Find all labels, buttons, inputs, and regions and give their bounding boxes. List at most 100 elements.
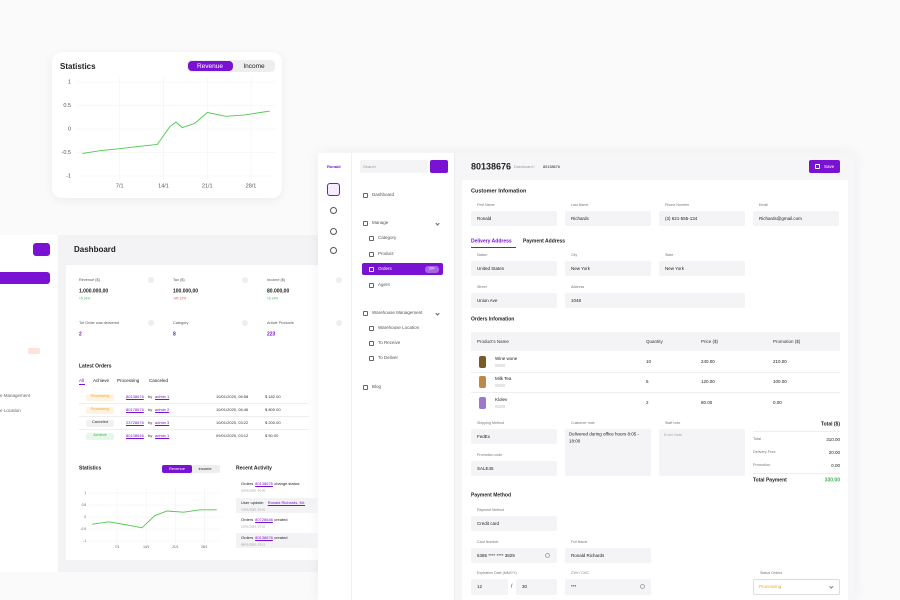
id: 80138676 [471, 161, 512, 172]
rail-icon[interactable] [330, 206, 337, 214]
field-value: United States [477, 265, 505, 271]
total-value: 310.00 [826, 436, 840, 442]
active-nav[interactable] [0, 272, 50, 284]
activity-link: 80728646 [255, 517, 273, 522]
search-placeholder: Search [363, 163, 376, 169]
input[interactable] [471, 293, 557, 308]
status-pill [86, 419, 114, 427]
textarea[interactable] [565, 429, 651, 476]
textarea[interactable] [659, 429, 745, 476]
active-nav[interactable] [362, 263, 443, 275]
nav-item: Dashboard [372, 191, 395, 197]
stats-card [52, 52, 282, 198]
tab-active[interactable] [188, 61, 233, 71]
x-tick-label: 28/1 [201, 545, 207, 549]
status: Processing [90, 407, 110, 412]
rail-icon[interactable] [330, 227, 337, 235]
input[interactable] [659, 261, 745, 276]
input[interactable] [565, 211, 651, 226]
input[interactable] [659, 211, 745, 226]
select[interactable] [753, 579, 840, 595]
nav-icon[interactable] [363, 220, 368, 226]
search-button[interactable] [33, 243, 50, 256]
input[interactable] [565, 293, 745, 308]
nav-icon[interactable] [369, 235, 374, 241]
product-name: Milk Tea [495, 375, 512, 381]
product-name: Wine wone [495, 355, 518, 361]
y-tick-label: 1 [84, 491, 86, 495]
user: admin 3 [155, 420, 170, 425]
input[interactable] [565, 548, 651, 563]
nav-item: Product [378, 250, 394, 256]
nav-icon[interactable] [363, 310, 368, 316]
nav-icon[interactable] [363, 192, 368, 198]
field-label: Last Name [571, 203, 589, 208]
field-label: Full Name [571, 540, 588, 545]
status: Canceled [91, 420, 109, 425]
nav-item: Orders [378, 265, 392, 271]
field-icon [640, 584, 645, 589]
nav-icon[interactable] [369, 282, 374, 288]
title: Latest Orders [79, 363, 112, 370]
field-value: 12 [477, 583, 483, 589]
row-divider [79, 429, 309, 430]
home-icon[interactable] [327, 183, 340, 196]
total-label: Total [753, 437, 762, 442]
tab: Canceled [149, 377, 169, 383]
amount: $ 200.00 [265, 420, 281, 425]
field-value: Ronald [477, 215, 492, 221]
input[interactable] [471, 548, 557, 563]
input[interactable] [753, 211, 839, 226]
row-divider [471, 372, 840, 373]
nav-icon[interactable] [369, 355, 374, 361]
search-box[interactable] [360, 160, 428, 173]
input[interactable] [471, 461, 557, 476]
nav-icon[interactable] [369, 251, 374, 257]
y-tick-label: 0.5 [63, 103, 71, 109]
breadcrumb: 80138676 [543, 165, 560, 170]
input[interactable] [471, 261, 557, 276]
nav-icon[interactable] [369, 266, 374, 272]
save-button[interactable] [809, 160, 840, 173]
product-image [479, 397, 486, 409]
nav-item: Warehouse Management [372, 309, 423, 315]
x-tick-label: 14/1 [143, 545, 149, 549]
card-label: Income ($) [267, 278, 286, 283]
input[interactable] [565, 579, 651, 595]
field-label: Status Orders [760, 571, 783, 576]
status-pill [86, 432, 114, 440]
input[interactable] [471, 429, 557, 444]
user: admin 1 [155, 394, 170, 399]
tab-active[interactable] [162, 465, 192, 473]
field-icon [545, 553, 550, 558]
input[interactable] [565, 261, 651, 276]
input[interactable] [471, 516, 557, 531]
row-divider [79, 403, 309, 404]
rail-icon[interactable] [330, 246, 337, 254]
card-value: 80.000,00 [267, 288, 290, 295]
date: 10/01/2020, 06:58 [216, 394, 249, 399]
section-title: Payment Method [471, 492, 512, 499]
input[interactable] [471, 579, 508, 595]
input[interactable] [471, 211, 557, 226]
tab-underline [79, 384, 85, 385]
input[interactable] [516, 579, 557, 595]
order-sidebar [318, 153, 455, 600]
field-value: SALE45 [477, 465, 494, 471]
by: by [148, 420, 153, 425]
divider [753, 431, 840, 432]
nav-icon[interactable] [369, 325, 374, 331]
x-tick-label: 28/1 [246, 183, 257, 189]
card-value: 100.000,00 [173, 288, 199, 295]
tab: Delivery Address [471, 238, 512, 245]
nav-icon[interactable] [369, 340, 374, 346]
card-icon [242, 277, 248, 283]
card-value: 1.000.000,00 [79, 288, 109, 295]
nav-icon[interactable] [363, 384, 368, 390]
separator: / [511, 583, 513, 590]
nav-item: Warehouse Location [378, 324, 420, 330]
total-label: Promotion [753, 463, 771, 468]
icon-rail [318, 153, 352, 600]
search-button[interactable] [430, 160, 448, 173]
